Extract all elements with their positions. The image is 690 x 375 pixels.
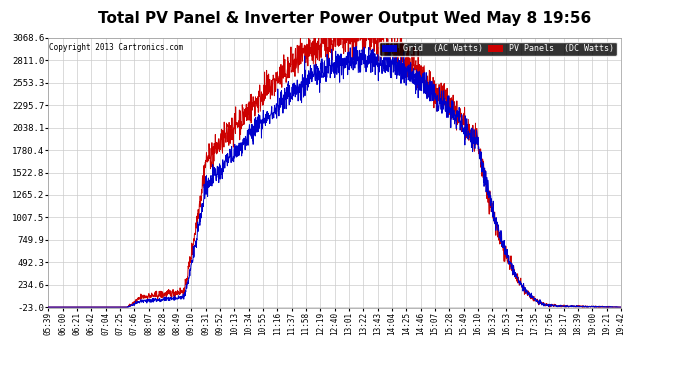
Legend: Grid  (AC Watts), PV Panels  (DC Watts): Grid (AC Watts), PV Panels (DC Watts) xyxy=(380,42,617,56)
Text: Copyright 2013 Cartronics.com: Copyright 2013 Cartronics.com xyxy=(49,43,183,52)
Text: Total PV Panel & Inverter Power Output Wed May 8 19:56: Total PV Panel & Inverter Power Output W… xyxy=(99,11,591,26)
